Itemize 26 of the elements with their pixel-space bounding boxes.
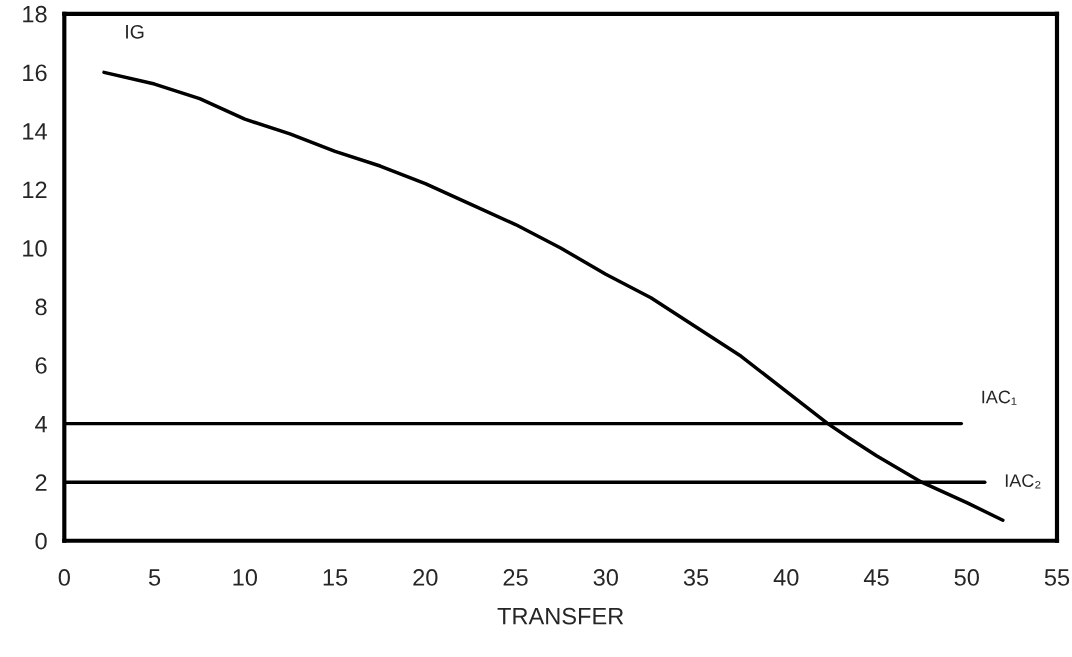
y-tick-label: 16 (23, 64, 47, 82)
y-tick-label: 4 (35, 415, 47, 433)
series-label: IG (126, 24, 144, 39)
x-tick-label: 35 (683, 569, 709, 586)
series-label: IAC₂ (1005, 474, 1041, 489)
y-tick-label: 0 (35, 532, 47, 550)
y-tick-label: 8 (35, 298, 47, 316)
y-tick-label: 10 (23, 240, 47, 257)
x-tick-label: 25 (503, 569, 528, 586)
y-tick-label: 12 (23, 181, 47, 198)
y-tick-label: 14 (23, 123, 47, 140)
x-axis-title: TRANSFER (497, 607, 624, 625)
y-tick-label: 6 (35, 357, 47, 374)
x-tick-label: 45 (863, 569, 889, 586)
x-tick-label: 20 (413, 569, 438, 586)
x-tick-label: 15 (323, 569, 348, 586)
x-tick-label: 5 (148, 569, 161, 586)
x-tick-label: 10 (233, 569, 258, 586)
y-tick-label: 18 (23, 5, 47, 23)
x-tick-label: 0 (58, 569, 70, 586)
x-tick-label: 40 (773, 569, 799, 586)
x-tick-label: 50 (954, 569, 979, 586)
y-tick-label: 2 (35, 474, 47, 491)
x-tick-label: 30 (593, 569, 618, 586)
series-label: IAC₁ (982, 390, 1017, 405)
x-tick-label: 55 (1044, 569, 1070, 586)
